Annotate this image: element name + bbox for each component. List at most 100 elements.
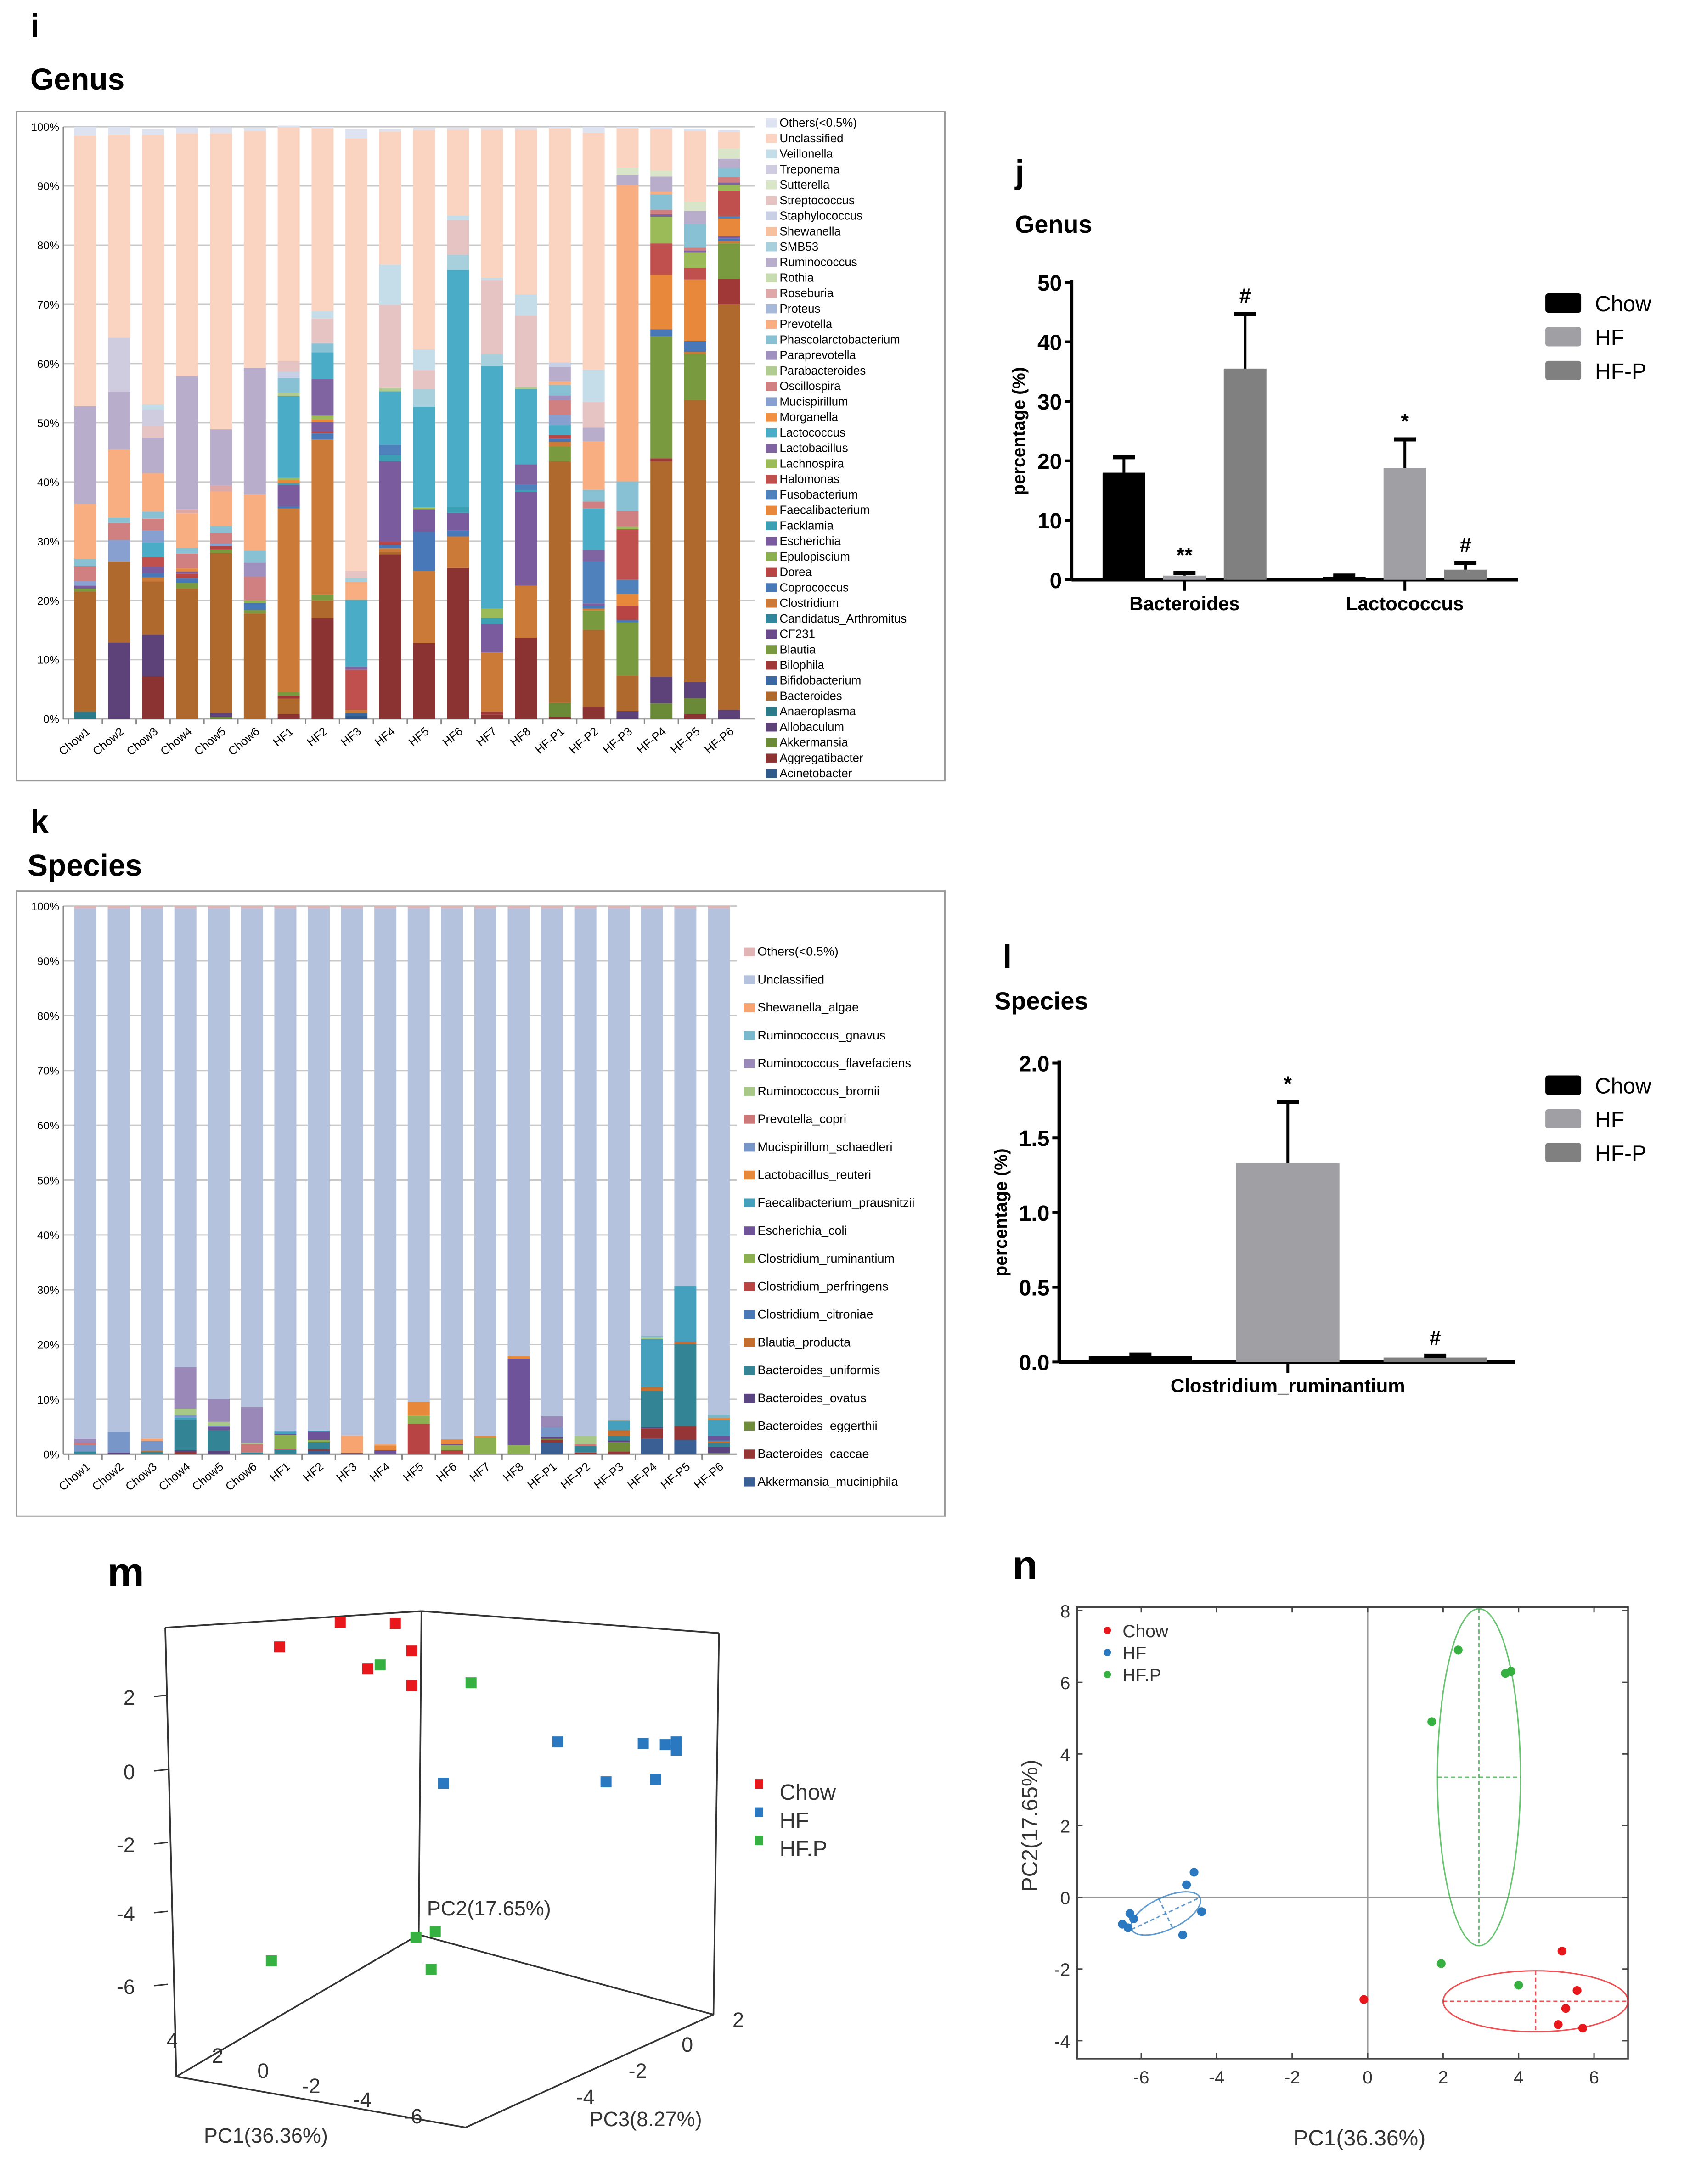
legend-label: Staphylococcus bbox=[780, 210, 863, 223]
legend-swatch bbox=[744, 1087, 755, 1096]
bar-segment bbox=[210, 553, 232, 713]
legend-item: Morganella bbox=[766, 411, 839, 424]
data-point bbox=[425, 1963, 437, 1975]
bar-segment bbox=[574, 1446, 597, 1453]
legend-item: Staphylococcus bbox=[766, 210, 863, 223]
box-edge bbox=[712, 1633, 720, 2015]
legend-item: Bacteroides_eggerthii bbox=[744, 1419, 878, 1433]
bar-segment bbox=[718, 279, 740, 304]
data-point bbox=[1453, 1645, 1463, 1655]
stacked-bar bbox=[507, 906, 530, 1454]
legend-label: Blautia_producta bbox=[758, 1335, 851, 1349]
bar-segment bbox=[481, 618, 503, 624]
x-tick-label: Clostridium_ruminantium bbox=[1171, 1375, 1405, 1396]
data-point bbox=[1578, 2023, 1588, 2033]
y-tick-label: 0% bbox=[43, 713, 59, 726]
data-point bbox=[374, 1659, 386, 1671]
stacked-bar bbox=[274, 906, 297, 1454]
bar-segment bbox=[379, 305, 401, 388]
legend-label: Bacteroides_caccae bbox=[758, 1447, 869, 1460]
bar-segment bbox=[274, 1435, 297, 1449]
bar-segment bbox=[515, 315, 537, 387]
bar-segment bbox=[407, 908, 430, 1402]
legend-label: Epulopiscium bbox=[780, 550, 850, 563]
legend-item: Sutterella bbox=[766, 179, 830, 191]
bar-segment bbox=[441, 908, 463, 1440]
pc2-axis-label: PC2(17.65%) bbox=[427, 1897, 551, 1920]
y-tick-label: 0 bbox=[1060, 1889, 1070, 1909]
bar-segment bbox=[407, 1402, 430, 1416]
bar-segment bbox=[142, 530, 164, 543]
stacked-bar bbox=[616, 127, 639, 719]
stacked-bar bbox=[208, 906, 230, 1454]
legend-swatch bbox=[766, 366, 777, 376]
legend-item: Clostridium_perfringens bbox=[744, 1280, 889, 1293]
bar-segment bbox=[718, 236, 740, 239]
legend-label: Treponema bbox=[780, 163, 840, 176]
bar-segment bbox=[174, 1452, 197, 1454]
bar-segment bbox=[274, 906, 297, 909]
legend-item: Faecalibacterium_prausnitzii bbox=[744, 1196, 915, 1209]
bar-segment bbox=[582, 132, 605, 370]
legend-label: Mucispirillum bbox=[780, 395, 848, 408]
y-tick-label: 10% bbox=[37, 654, 59, 667]
bar-segment bbox=[481, 129, 503, 278]
bar-segment bbox=[718, 148, 740, 159]
bar-segment bbox=[515, 389, 537, 465]
bar-segment bbox=[447, 129, 469, 216]
bar-segment bbox=[345, 600, 368, 667]
bar-segment bbox=[210, 713, 232, 717]
legend-label: Proteus bbox=[780, 303, 821, 315]
legend-item: Dorea bbox=[766, 566, 812, 579]
bar-segment bbox=[574, 908, 597, 1436]
bar-segment bbox=[650, 191, 673, 195]
legend-label: Prevotella bbox=[780, 318, 833, 331]
legend-swatch bbox=[766, 413, 777, 422]
data-point bbox=[1436, 1959, 1446, 1968]
data-point bbox=[406, 1680, 417, 1691]
legend-label: Unclassified bbox=[758, 972, 824, 986]
y-tick-label: 40% bbox=[37, 477, 59, 489]
bar-segment bbox=[142, 577, 164, 582]
bar-segment bbox=[308, 908, 330, 1431]
panel-letter-n: n bbox=[1012, 1543, 1037, 1589]
legend-swatch bbox=[744, 1226, 755, 1235]
legend-swatch bbox=[766, 490, 777, 500]
legend-swatch bbox=[766, 304, 777, 314]
legend-swatch bbox=[744, 1393, 755, 1403]
bar-segment bbox=[174, 1367, 197, 1409]
bar-segment bbox=[674, 1286, 697, 1342]
bar-segment bbox=[616, 511, 639, 527]
legend-label: Shewanella bbox=[780, 225, 841, 238]
pc2-tick-label: 2 bbox=[124, 1686, 135, 1709]
bar-segment bbox=[241, 908, 263, 1407]
stacked-bar bbox=[474, 906, 496, 1454]
bar-segment bbox=[481, 128, 503, 130]
bar-segment bbox=[379, 461, 401, 542]
stacked-bar bbox=[74, 127, 96, 719]
bar-segment bbox=[413, 509, 435, 532]
legend-label: Allobaculum bbox=[780, 721, 844, 734]
legend-item: Oscillospira bbox=[766, 380, 841, 393]
y-tick-label: 20% bbox=[37, 595, 59, 607]
bar-segment bbox=[277, 393, 300, 396]
legend-label: Candidatus_Arthromitus bbox=[780, 612, 907, 625]
bar-segment bbox=[718, 158, 740, 168]
bar-segment bbox=[684, 247, 706, 251]
legend-label: Akkermansia_muciniphila bbox=[758, 1475, 898, 1488]
legend-label: Bacteroides_ovatus bbox=[758, 1391, 867, 1405]
bar-segment bbox=[142, 676, 164, 719]
bar-segment bbox=[481, 712, 503, 715]
x-tick-label: 0 bbox=[1363, 2068, 1373, 2088]
legend-label: Morganella bbox=[780, 411, 839, 424]
stacked-bar bbox=[74, 906, 96, 1454]
bar-segment bbox=[441, 1445, 463, 1450]
bar-segment bbox=[208, 1430, 230, 1451]
bar-segment bbox=[379, 387, 401, 392]
data-point bbox=[1129, 1914, 1138, 1924]
legend-label: Others(<0.5%) bbox=[780, 117, 857, 129]
legend-label: Shewanella_algae bbox=[758, 1000, 859, 1014]
bar-segment bbox=[574, 906, 597, 909]
y-tick-label: 6 bbox=[1060, 1673, 1070, 1693]
bar-segment bbox=[608, 906, 630, 909]
